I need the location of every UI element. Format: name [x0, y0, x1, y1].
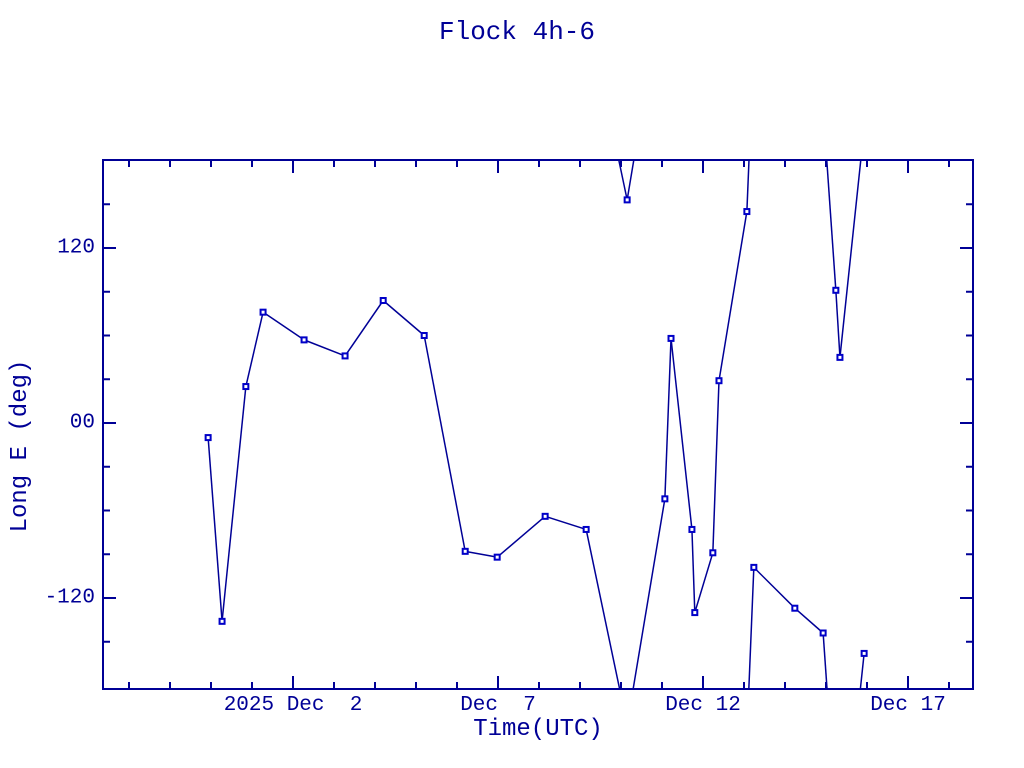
series-segment — [632, 498, 666, 689]
series-segment — [585, 529, 621, 689]
series-segment — [822, 632, 828, 689]
series-segment — [859, 653, 865, 689]
data-point — [259, 308, 267, 316]
series-segment — [835, 290, 841, 358]
series-segment — [344, 300, 384, 357]
series-segment — [794, 607, 824, 634]
series-segment — [670, 338, 693, 530]
series-segment — [207, 437, 223, 622]
x-axis-label: Time(UTC) — [473, 716, 603, 743]
plot-frame — [102, 159, 974, 690]
data-point — [667, 334, 675, 342]
series-segment — [245, 311, 264, 387]
y-tick-label: -120 — [44, 586, 95, 610]
series-segment — [618, 160, 628, 201]
series-segment — [382, 299, 425, 337]
series-segment — [496, 515, 546, 558]
series-segment — [746, 160, 750, 212]
axis-ticks — [103, 160, 973, 689]
series-segment — [664, 338, 672, 499]
data-point — [860, 649, 868, 657]
series-segment — [465, 550, 498, 558]
data-point — [691, 609, 699, 617]
data-point — [218, 617, 226, 625]
series-segment — [626, 160, 635, 200]
series-segment — [544, 515, 587, 531]
series-segment — [839, 160, 862, 358]
series-segment — [423, 335, 466, 552]
data-point — [300, 336, 308, 344]
data-point — [819, 629, 827, 637]
data-point — [750, 563, 758, 571]
x-tick-label: Dec 12 — [665, 694, 741, 717]
data-point — [688, 525, 696, 533]
series-segment — [262, 311, 305, 341]
data-point — [715, 377, 723, 385]
data-point — [623, 196, 631, 204]
x-tick-label: Dec 17 — [870, 694, 946, 717]
data-point — [242, 383, 250, 391]
series-segment — [826, 160, 837, 291]
series-segment — [712, 380, 720, 553]
series-segment — [221, 386, 247, 622]
data-point — [420, 332, 428, 339]
data-point — [743, 208, 751, 216]
y-axis-label: Long E (deg) — [7, 359, 34, 533]
data-point — [204, 434, 212, 442]
data-point — [836, 353, 844, 361]
series-segment — [718, 211, 748, 381]
series-group — [204, 160, 868, 689]
x-tick-label: Dec 7 — [460, 694, 536, 717]
series-segment — [694, 552, 714, 613]
y-tick-label: 00 — [69, 411, 95, 435]
y-tick-label: 120 — [57, 236, 95, 260]
data-point — [709, 549, 717, 557]
chart-title: Flock 4h-6 — [438, 17, 596, 47]
data-point — [341, 352, 349, 360]
data-point — [379, 297, 387, 304]
x-tick-label: 2025 Dec 2 — [223, 694, 363, 717]
series-segment — [753, 566, 796, 609]
data-point — [582, 525, 590, 533]
data-point — [661, 495, 669, 503]
data-point — [832, 286, 840, 294]
data-point — [541, 512, 549, 520]
data-point — [493, 553, 501, 561]
series-segment — [748, 567, 755, 689]
series-segment — [691, 529, 696, 613]
data-point — [461, 547, 469, 555]
series-segment — [303, 339, 346, 357]
data-point — [791, 604, 799, 612]
